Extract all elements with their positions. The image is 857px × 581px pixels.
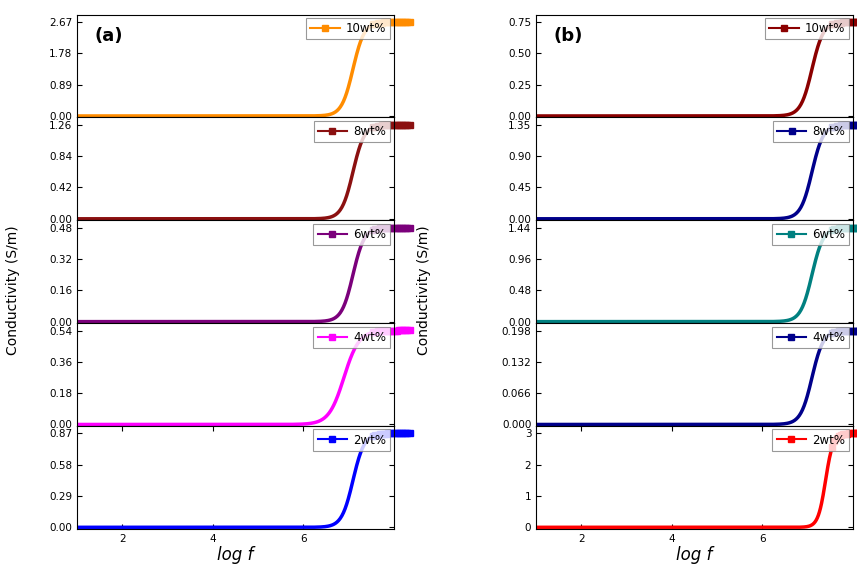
Legend: 8wt%: 8wt%	[314, 121, 390, 142]
Legend: 2wt%: 2wt%	[314, 429, 390, 451]
Text: (a): (a)	[94, 27, 123, 45]
X-axis label: log f: log f	[676, 546, 713, 564]
Text: (b): (b)	[554, 27, 583, 45]
Legend: 4wt%: 4wt%	[772, 327, 849, 348]
X-axis label: log f: log f	[217, 546, 254, 564]
Legend: 6wt%: 6wt%	[772, 224, 849, 245]
Legend: 4wt%: 4wt%	[314, 327, 390, 348]
Legend: 10wt%: 10wt%	[306, 18, 390, 40]
Legend: 2wt%: 2wt%	[772, 429, 849, 451]
Text: Conductivity (S/m): Conductivity (S/m)	[6, 225, 20, 356]
Legend: 8wt%: 8wt%	[773, 121, 849, 142]
Text: Conductivity (S/m): Conductivity (S/m)	[417, 225, 431, 356]
Legend: 6wt%: 6wt%	[314, 224, 390, 245]
Legend: 10wt%: 10wt%	[765, 18, 849, 40]
